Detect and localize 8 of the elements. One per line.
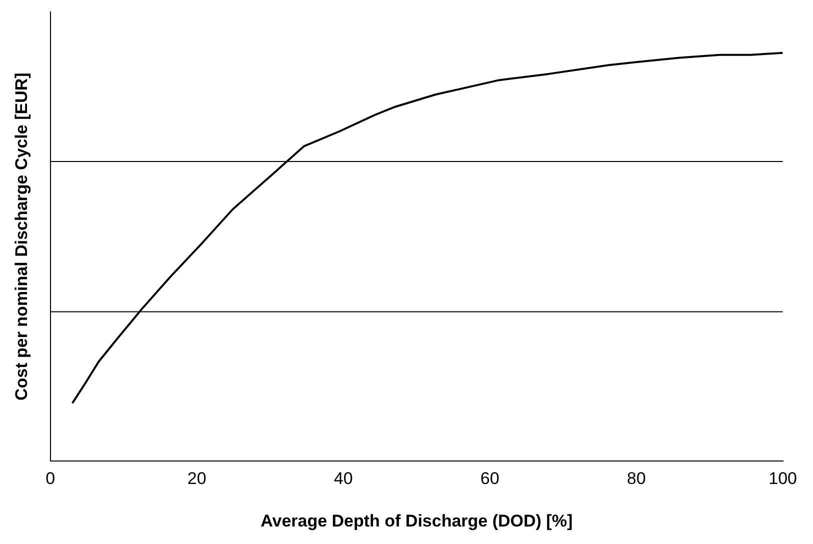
x-axis-title: Average Depth of Discharge (DOD) [%]: [260, 511, 573, 530]
y-axis-title: Cost per nominal Discharge Cycle [EUR]: [12, 72, 31, 401]
x-tick-label: 100: [768, 469, 798, 488]
x-tick-label: 0: [46, 469, 56, 488]
x-tick-label: 80: [626, 469, 646, 488]
x-tick-label: 20: [187, 469, 206, 488]
x-tick-label: 40: [334, 469, 353, 488]
x-tick-label: 60: [480, 469, 500, 488]
